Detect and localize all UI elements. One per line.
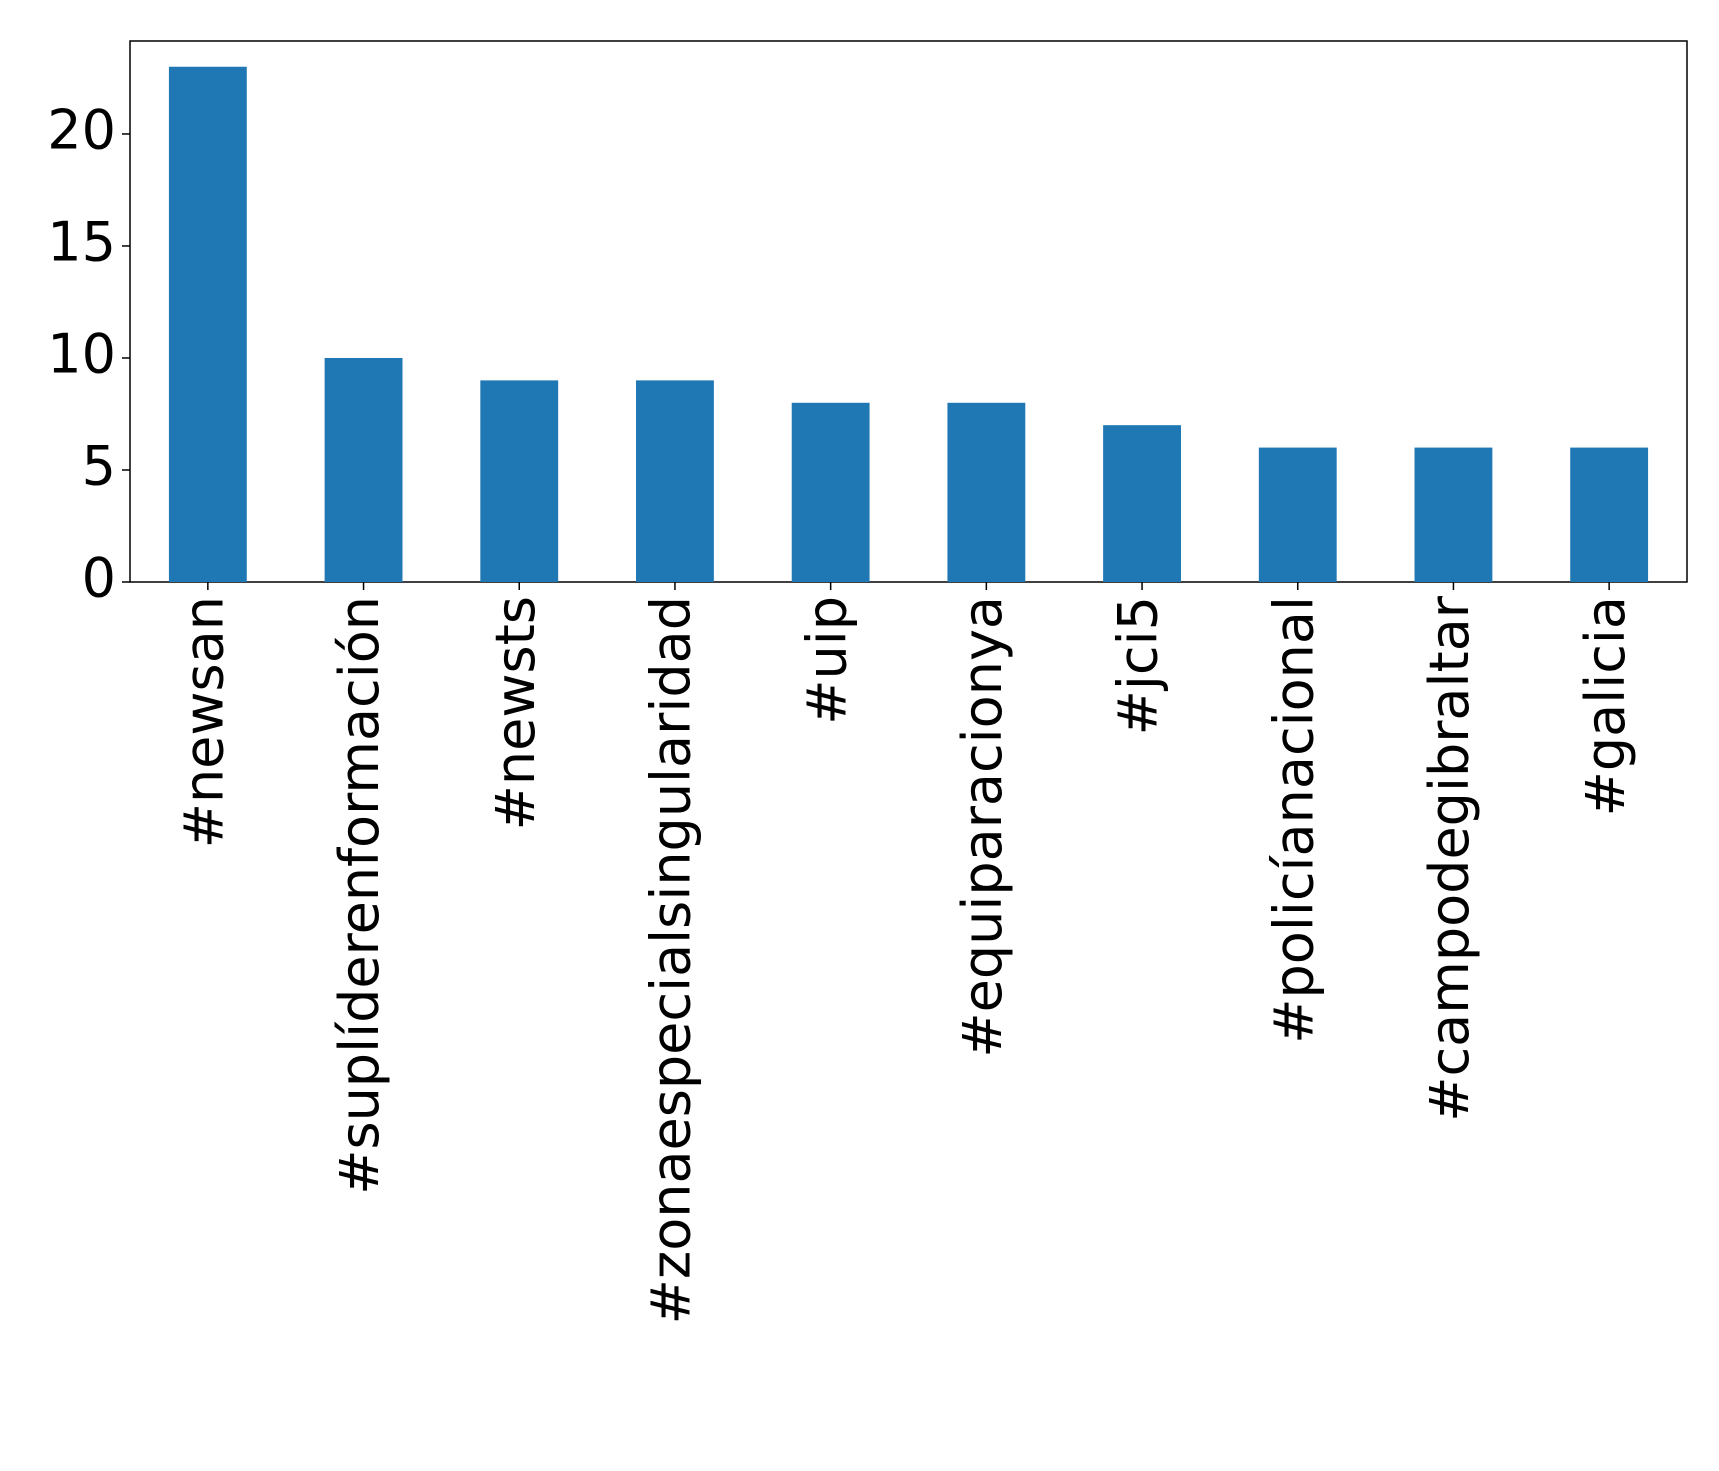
bar [168, 66, 247, 582]
y-tick-label: 15 [47, 211, 116, 274]
bar [947, 402, 1026, 582]
x-tick-label: #uip [795, 596, 858, 725]
bar [1414, 447, 1493, 582]
bar [1103, 425, 1181, 582]
x-tick-label: #policíanacional [1262, 596, 1325, 1044]
plot-frame [129, 40, 1688, 583]
bar [636, 380, 714, 582]
bar [1570, 447, 1649, 582]
bar [324, 357, 403, 582]
x-tick-label: #jci5 [1107, 596, 1170, 735]
x-tick-label: #galicia [1574, 596, 1637, 816]
x-tick-label: #equiparacionya [951, 596, 1014, 1058]
bar [480, 380, 559, 582]
x-tick-label: #newsan [172, 596, 235, 848]
x-tick-label: #campodegibraltar [1418, 595, 1481, 1122]
y-tick-label: 20 [47, 99, 116, 162]
y-tick-label: 5 [82, 435, 116, 498]
y-tick-label: 0 [82, 547, 116, 610]
x-tick-label: #suplíderenformación [328, 596, 391, 1195]
y-tick-label: 10 [47, 323, 116, 386]
bar [1258, 447, 1337, 582]
x-tick-label: #newsts [484, 596, 547, 830]
x-tick-label: #zonaespecialsingularidad [640, 596, 703, 1324]
bar [791, 402, 870, 582]
